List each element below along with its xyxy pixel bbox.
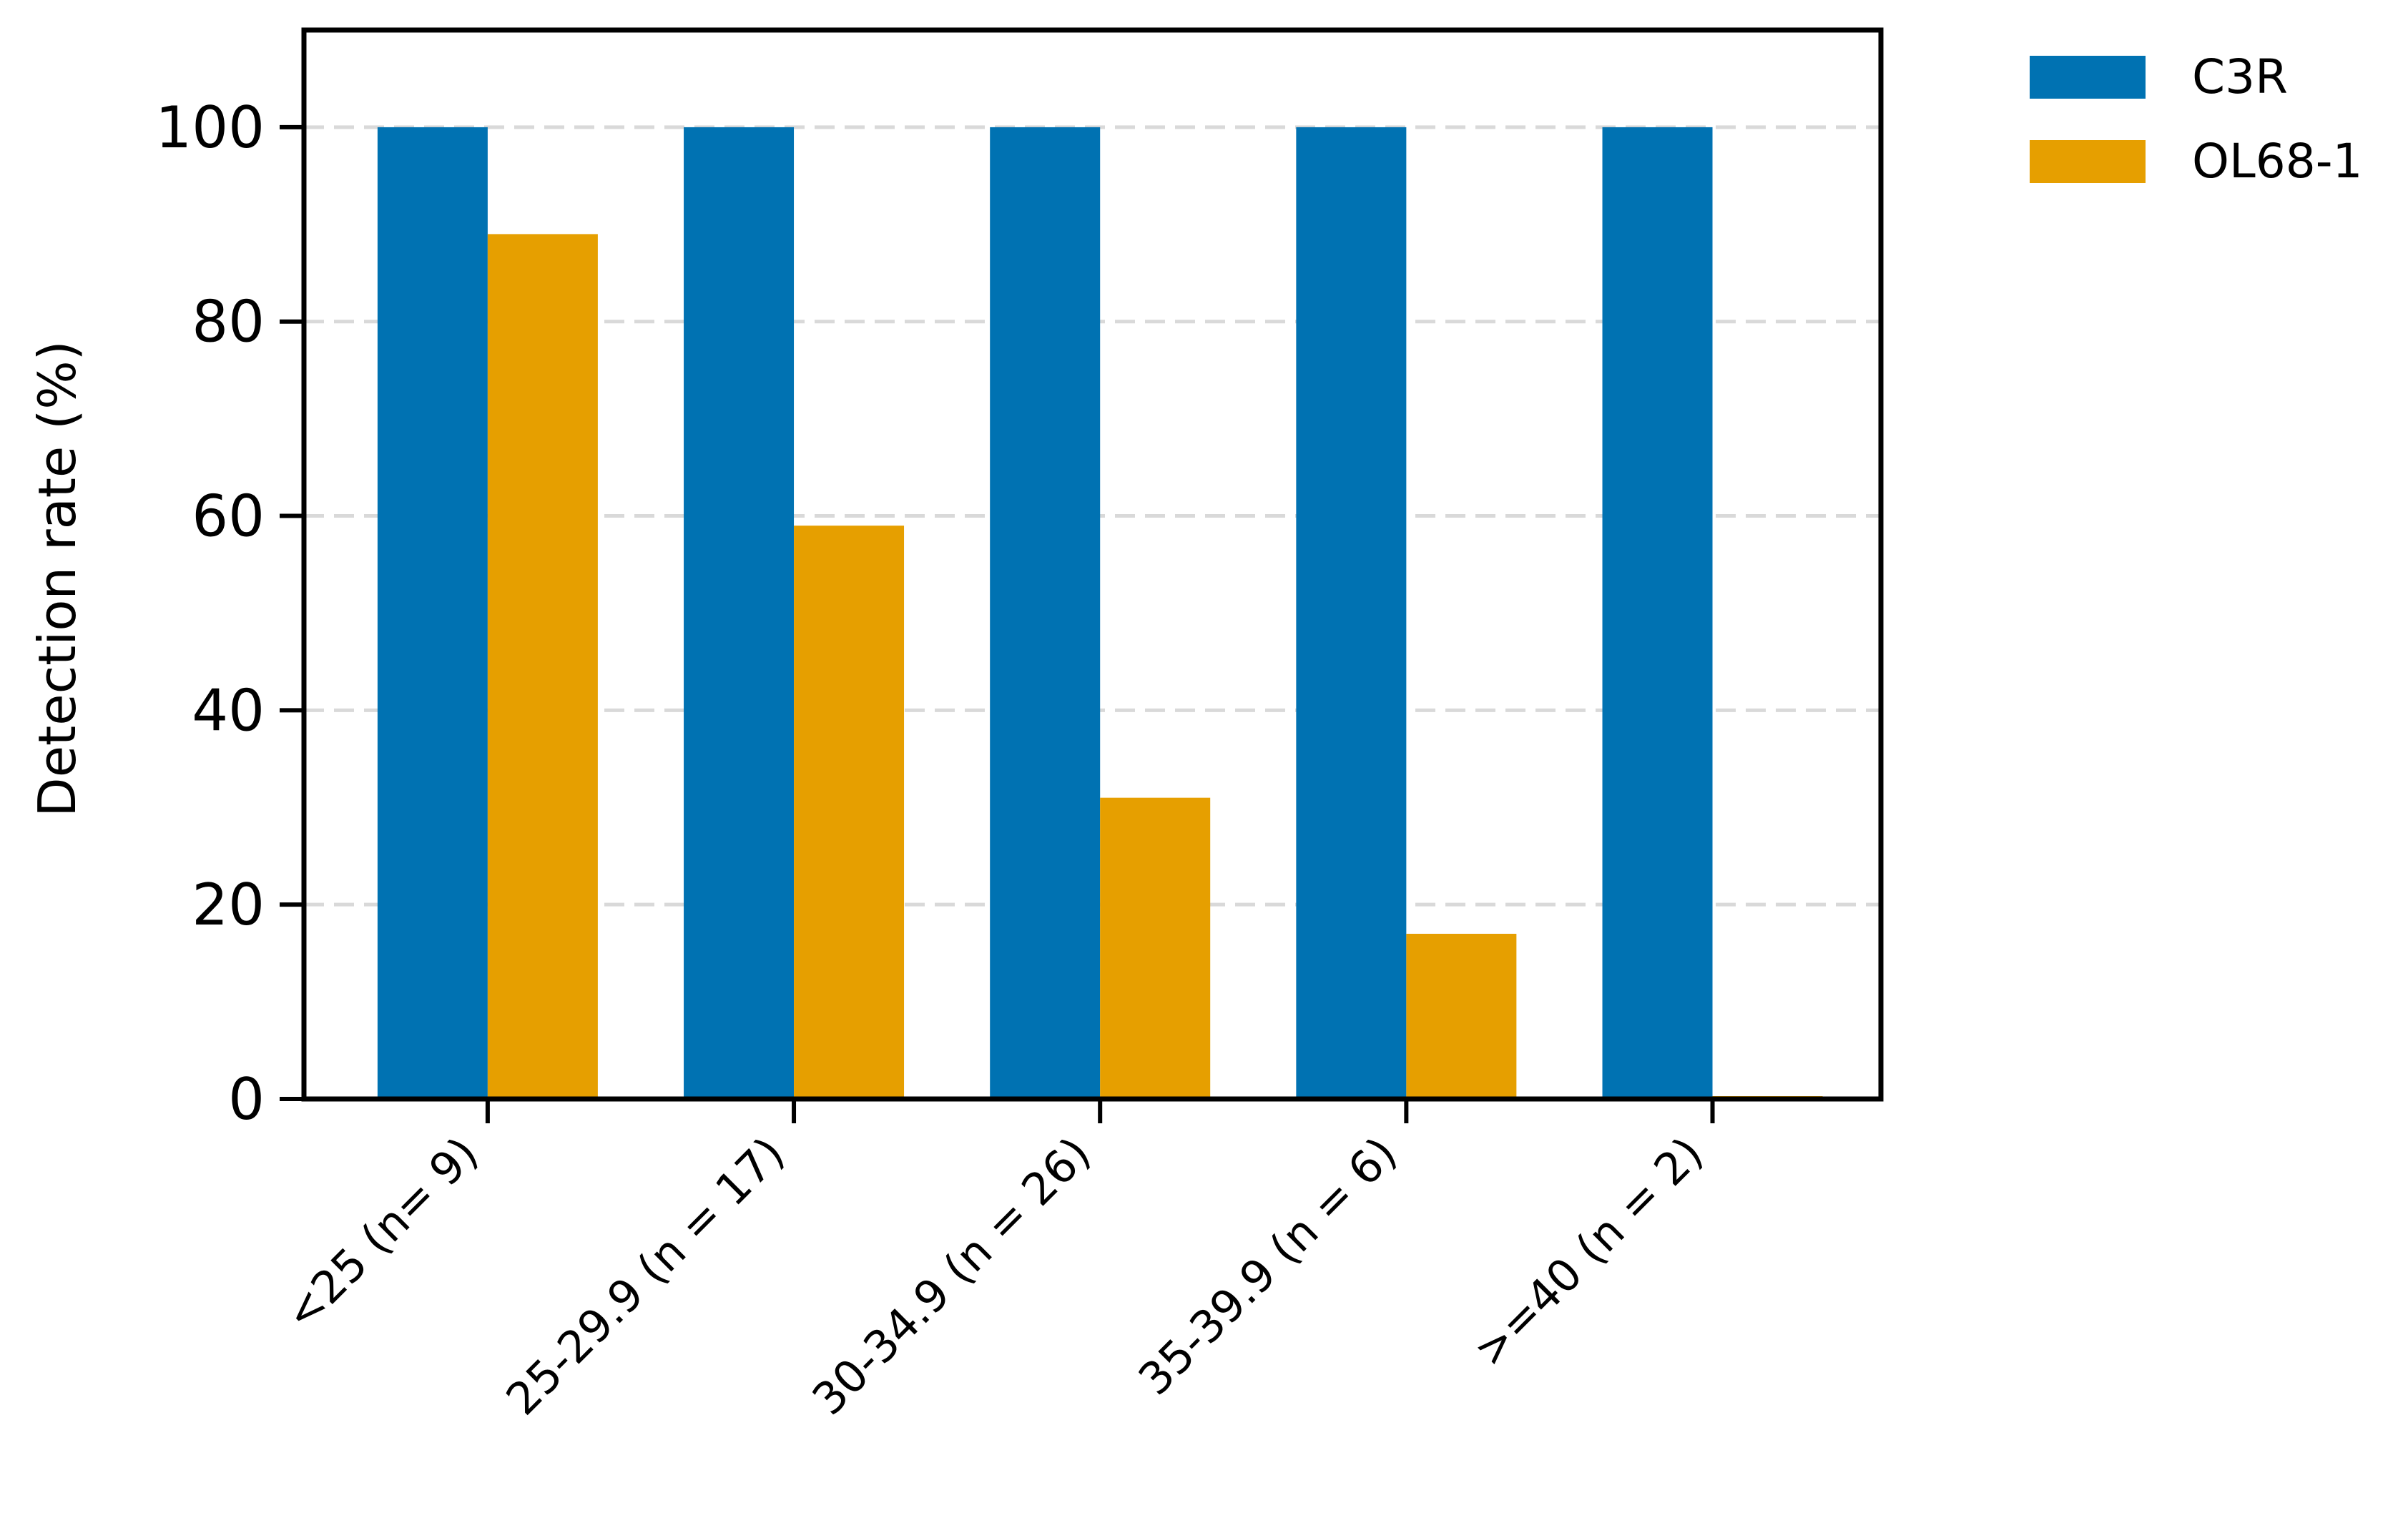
bar-c3r — [684, 127, 795, 1100]
x-tick-label: >=40 (n = 2) — [1463, 1127, 1713, 1376]
bar-c3r — [990, 127, 1101, 1100]
y-tick-label: 60 — [192, 483, 265, 550]
x-tick-label: 30-34.9 (n = 26) — [802, 1127, 1101, 1425]
bar-ol68-1 — [487, 234, 598, 1100]
y-tick-label: 0 — [228, 1066, 265, 1133]
bar-c3r — [1296, 127, 1407, 1100]
x-tick-label: <25 (n= 9) — [275, 1127, 488, 1341]
bar-c3r — [1602, 127, 1713, 1100]
y-axis-label: Detection rate (%) — [27, 340, 87, 817]
x-axis-ticks: <25 (n= 9) 25-29.9 (n = 17) 30-34.9 (n = 2… — [275, 1099, 1715, 1425]
x-tick-label: 25-29.9 (n = 17) — [496, 1127, 794, 1425]
y-tick-label: 40 — [192, 677, 265, 744]
y-axis-ticks: 0 20 40 60 80 100 — [155, 94, 304, 1133]
legend-swatch-c3r — [2030, 56, 2146, 99]
bar-ol68-1 — [1406, 933, 1517, 1099]
plot-frame — [301, 27, 1884, 1102]
legend-label-c3r: C3R — [2192, 49, 2288, 104]
y-tick-label: 80 — [192, 289, 265, 355]
y-tick-label: 100 — [155, 94, 265, 161]
y-tick-label: 20 — [192, 872, 265, 938]
bar-ol68-1 — [794, 526, 905, 1099]
bar-ol68-1 — [1100, 797, 1211, 1099]
bars — [377, 127, 1823, 1100]
legend-swatch-ol68-1 — [2030, 140, 2146, 183]
x-tick-label: 35-39.9 (n = 6) — [1129, 1127, 1407, 1405]
legend-label-ol68-1: OL68-1 — [2192, 134, 2363, 189]
legend: C3R OL68-1 — [2030, 49, 2363, 189]
bar-c3r — [377, 127, 488, 1100]
